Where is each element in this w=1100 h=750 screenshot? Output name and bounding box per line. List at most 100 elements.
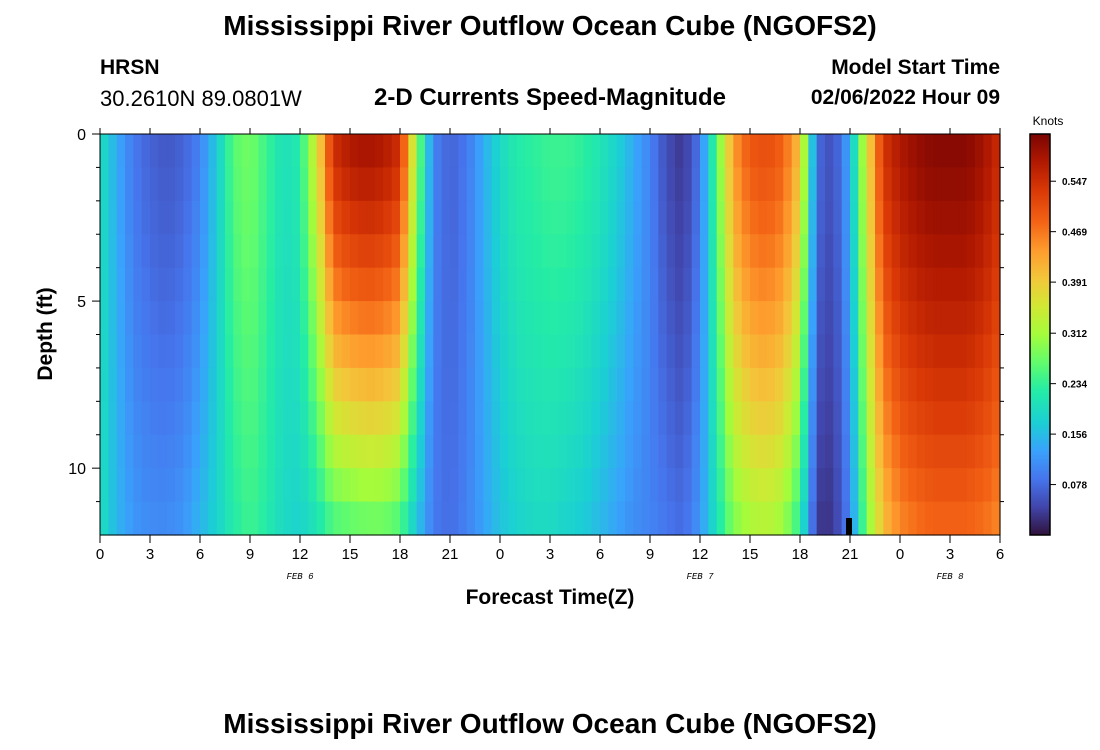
heatmap-cell <box>125 367 134 402</box>
heatmap-cell <box>825 200 834 235</box>
heatmap-cell <box>741 367 751 402</box>
heatmap-cell <box>983 434 993 469</box>
heatmap-cell <box>525 501 534 536</box>
x-tick-label: 0 <box>496 546 504 563</box>
heatmap-cell <box>858 167 868 202</box>
heatmap-cell <box>175 401 184 436</box>
heatmap-cell <box>941 167 951 202</box>
heatmap-cell <box>108 501 118 536</box>
heatmap-cell <box>741 501 751 536</box>
heatmap-cell <box>433 367 443 402</box>
heatmap-cell <box>200 301 209 336</box>
heatmap-cell <box>708 200 718 235</box>
heatmap-cell <box>691 501 701 536</box>
heatmap-cell <box>575 234 584 269</box>
heatmap-cell <box>600 234 609 269</box>
heatmap-cell <box>125 200 134 235</box>
heatmap-cell <box>491 434 501 469</box>
heatmap-cell <box>766 334 776 369</box>
heatmap-cell <box>391 501 401 536</box>
heatmap-cell <box>741 200 751 235</box>
heatmap-cell <box>825 334 834 369</box>
heatmap-cell <box>133 334 143 369</box>
heatmap-cell <box>983 301 993 336</box>
heatmap-cell <box>500 267 509 302</box>
heatmap-cell <box>700 334 709 369</box>
heatmap-cell <box>150 301 159 336</box>
heatmap-cell <box>933 434 943 469</box>
heatmap-cell <box>791 167 801 202</box>
heatmap-cell <box>291 200 301 235</box>
heatmap-cell <box>833 301 843 336</box>
heatmap-cell <box>100 367 109 402</box>
heatmap-cell <box>533 401 543 436</box>
heatmap-cell <box>200 267 209 302</box>
heatmap-cell <box>191 234 201 269</box>
heatmap-cell <box>316 401 326 436</box>
heatmap-cell <box>350 367 359 402</box>
heatmap-cell <box>983 234 993 269</box>
heatmap-cell <box>825 468 834 503</box>
heatmap-cell <box>391 367 401 402</box>
heatmap-cell <box>716 301 726 336</box>
heatmap-cell <box>658 267 668 302</box>
heatmap-cell <box>825 267 834 302</box>
heatmap-cell <box>558 401 568 436</box>
heatmap-cell <box>366 334 376 369</box>
heatmap-cell <box>225 501 234 536</box>
heatmap-cell <box>341 501 351 536</box>
heatmap-cell <box>375 301 384 336</box>
heatmap-cell <box>666 267 676 302</box>
heatmap-cell <box>183 501 193 536</box>
heatmap-cell <box>700 234 709 269</box>
heatmap-cell <box>425 267 434 302</box>
heatmap-cell <box>791 501 801 536</box>
heatmap-cell <box>166 301 176 336</box>
heatmap-cell <box>958 267 968 302</box>
heatmap-cell <box>975 167 984 202</box>
heatmap-cell <box>508 234 518 269</box>
x-tick-label: 15 <box>742 546 759 563</box>
heatmap-cell <box>858 200 868 235</box>
heatmap-cell <box>216 401 226 436</box>
heatmap-cell <box>950 401 959 436</box>
heatmap-cell <box>650 234 659 269</box>
heatmap-cell <box>883 367 893 402</box>
heatmap-cell <box>625 167 634 202</box>
heatmap-cell <box>541 200 551 235</box>
heatmap-cell <box>183 234 193 269</box>
heatmap-cell <box>808 167 818 202</box>
heatmap-cell <box>883 134 893 169</box>
heatmap-cell <box>658 401 668 436</box>
heatmap-cell <box>983 501 993 536</box>
heatmap-cell <box>250 401 259 436</box>
heatmap-cell <box>641 301 651 336</box>
heatmap-cell <box>725 501 734 536</box>
heatmap-cell <box>941 301 951 336</box>
heatmap-cell <box>441 334 451 369</box>
heatmap-cell <box>483 367 493 402</box>
heatmap-cell <box>400 367 409 402</box>
heatmap-cell <box>458 267 468 302</box>
heatmap-cell <box>541 134 551 169</box>
heatmap-cell <box>200 134 209 169</box>
heatmap-cell <box>191 501 201 536</box>
heatmap-cell <box>325 501 334 536</box>
heatmap-cell <box>916 301 926 336</box>
heatmap-cell <box>783 301 793 336</box>
heatmap-cell <box>266 501 276 536</box>
heatmap-cell <box>325 434 334 469</box>
heatmap-cell <box>641 167 651 202</box>
heatmap-cell <box>925 200 934 235</box>
heatmap-cell <box>683 267 693 302</box>
heatmap-cell <box>183 267 193 302</box>
heatmap-cell <box>158 468 168 503</box>
heatmap-cell <box>225 234 234 269</box>
heatmap-cell <box>133 401 143 436</box>
heatmap-cell <box>591 234 601 269</box>
heatmap-cell <box>791 401 801 436</box>
heatmap-cell <box>816 468 826 503</box>
heatmap-cell <box>833 200 843 235</box>
heatmap-cell <box>200 434 209 469</box>
heatmap-cell <box>758 167 768 202</box>
